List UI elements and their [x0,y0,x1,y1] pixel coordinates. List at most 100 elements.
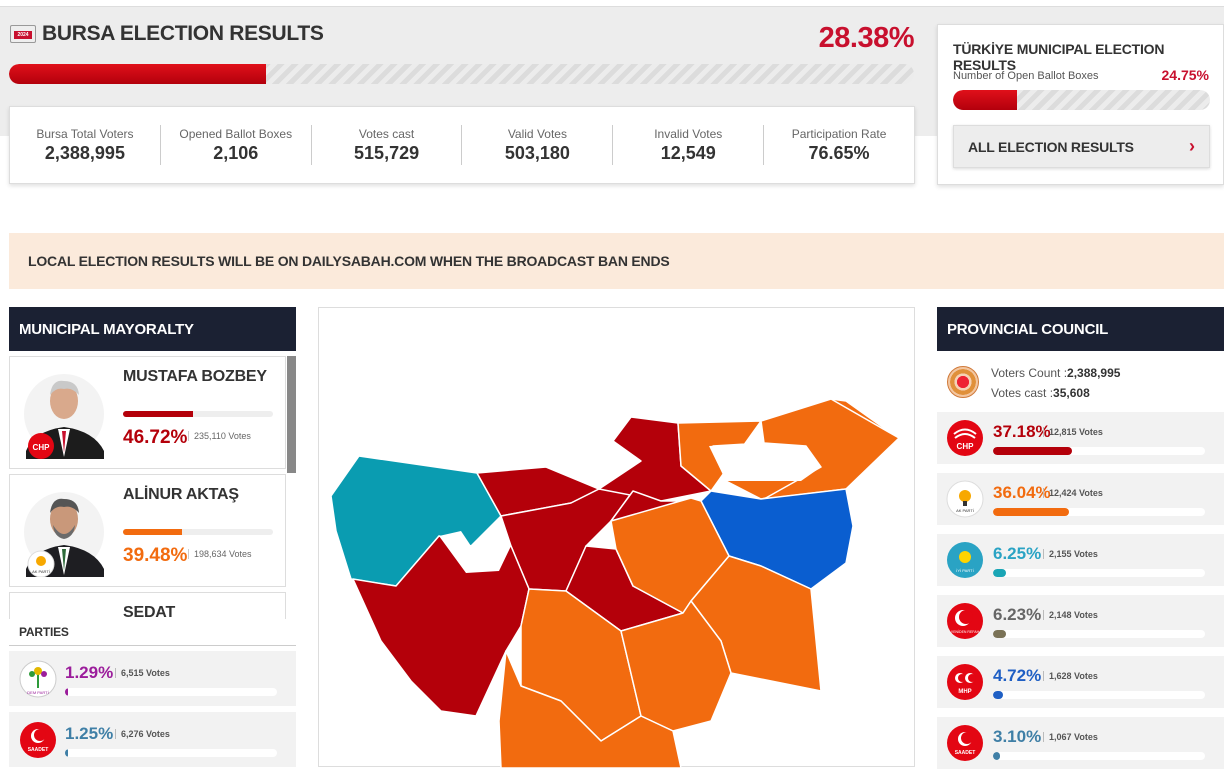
candidate-card[interactable]: CHP MUSTAFA BOZBEY 46.72% 235,110 Votes [9,356,286,469]
stats-panel: Bursa Total Voters 2,388,995 Opened Ballo… [9,106,915,184]
all-results-label: ALL ELECTION RESULTS [968,138,1134,155]
stat-opened-boxes: Opened Ballot Boxes 2,106 [161,125,312,165]
ysk-seal-icon [947,366,979,398]
council-party-row[interactable]: MHP 4.72% 1,628 Votes [937,656,1224,708]
mhp-logo-icon: MHP [947,664,983,700]
stat-value: 2,388,995 [44,142,125,163]
stat-label: Votes cast [358,126,415,141]
iyi-parti-logo-icon: İYİ PARTİ [947,542,983,578]
party-bar [993,630,1205,638]
bursa-progress-bar [9,64,914,84]
candidate-name: ALİNUR AKTAŞ [123,486,239,503]
party-bar-fill [993,508,1070,516]
stat-label: Valid Votes [507,126,567,141]
council-votes-cast: Votes cast :35,608 [991,386,1090,400]
turkiye-title: TÜRKİYE MUNICIPAL ELECTION RESULTS [953,41,1165,73]
party-percent: 37.18% [993,422,1051,441]
candidate-list-scrollbar[interactable] [287,356,296,473]
svg-text:CHP: CHP [33,443,51,452]
party-bar [993,691,1205,699]
party-row[interactable]: SAADET 1.25% 6,276 Votes [9,712,296,767]
party-percent: 3.10% [993,727,1042,746]
candidate-photo-bozbey: CHP [24,374,104,459]
party-bar-fill [993,691,1003,699]
candidate-card[interactable]: SEDAT [9,592,286,619]
bursa-progress-fill [9,64,266,84]
voters-count-label: Voters Count : [991,366,1068,380]
map-district [498,650,682,769]
notice-text: LOCAL ELECTION RESULTS WILL BE ON DAILYS… [28,253,670,269]
party-bar-fill [993,447,1072,455]
stat-participation: Participation Rate 76.65% [764,125,914,165]
candidate-name: MUSTAFA BOZBEY [123,368,267,385]
party-bar-fill [65,749,69,757]
party-bar [65,749,277,757]
ballot-box-icon: 2024 [10,25,36,43]
party-bar [993,508,1205,516]
turkiye-percent: 24.75% [1161,67,1209,83]
stat-value: 515,729 [354,142,420,163]
turkiye-progress-bar [953,90,1210,110]
svg-text:SAADET: SAADET [955,750,976,756]
stat-label: Invalid Votes [654,126,723,141]
chevron-right-icon: › [1189,136,1195,156]
yeniden-refah-logo-icon: YENİDEN REFAH [947,603,983,639]
stat-invalid-votes: Invalid Votes 12,549 [613,125,765,165]
svg-text:MHP: MHP [958,689,971,695]
council-party-row[interactable]: AK PARTİ 36.04% 12,424 Votes [937,473,1224,525]
stat-value: 76.65% [808,142,870,163]
candidate-bar [123,529,273,535]
turkiye-subtitle: Number of Open Ballot Boxes [953,70,1099,82]
stat-total-voters: Bursa Total Voters 2,388,995 [10,125,161,165]
stat-value: 503,180 [504,142,570,163]
stat-valid-votes: Valid Votes 503,180 [462,125,614,165]
party-votes: 1,628 Votes [1043,671,1098,681]
svg-text:İYİ PARTİ: İYİ PARTİ [956,568,973,573]
party-votes: 2,155 Votes [1043,549,1098,559]
party-bar [993,752,1205,760]
votes-cast-label: Votes cast : [991,386,1054,400]
party-bar-fill [993,569,1007,577]
candidate-votes: 235,110 Votes [188,431,251,441]
party-bar [993,569,1205,577]
voters-count-value: 2,388,995 [1067,366,1121,380]
district-map[interactable] [318,307,915,769]
map-hole [439,531,511,573]
party-votes: 6,276 Votes [115,729,170,739]
ak-parti-logo-icon: AK PARTİ [946,480,984,518]
party-row[interactable]: DEM PARTİ 1.29% 6,515 Votes [9,651,296,706]
party-percent: 4.72% [993,666,1042,685]
saadet-logo-icon: SAADET [20,722,56,758]
mayoralty-header: MUNICIPAL MAYORALTY [9,307,296,351]
bursa-percent: 28.38% [818,22,915,54]
turkiye-progress-fill [953,90,1017,110]
council-party-row[interactable]: İYİ PARTİ 6.25% 2,155 Votes [937,534,1224,586]
candidate-name: SEDAT [123,604,176,619]
council-header: PROVINCIAL COUNCIL [937,307,1224,351]
party-percent: 6.23% [993,605,1042,624]
turkiye-results-card: TÜRKİYE MUNICIPAL ELECTION RESULTS Numbe… [937,24,1224,185]
stat-label: Bursa Total Voters [36,126,134,141]
candidate-list[interactable]: CHP MUSTAFA BOZBEY 46.72% 235,110 Votes … [9,354,296,619]
council-party-row[interactable]: CHP 37.18% 12,815 Votes [937,412,1224,464]
stat-votes-cast: Votes cast 515,729 [312,125,463,165]
party-bar-fill [993,630,1007,638]
council-party-row[interactable]: YENİDEN REFAH 6.23% 2,148 Votes [937,595,1224,647]
candidate-percent: 46.72% [123,427,188,448]
parties-divider [9,645,296,646]
header-title-group: 2024 BURSA ELECTION RESULTS [10,22,324,46]
candidate-photo-aktas: AK PARTİ [24,492,104,577]
chp-logo-icon: CHP [947,420,983,456]
votes-cast-value: 35,608 [1053,386,1090,400]
council-party-row[interactable]: SAADET 3.10% 1,067 Votes [937,717,1224,769]
svg-text:DEM PARTİ: DEM PARTİ [27,690,48,695]
candidate-card[interactable]: AK PARTİ ALİNUR AKTAŞ 39.48% 198,634 Vot… [9,474,286,587]
all-election-results-button[interactable]: ALL ELECTION RESULTS › [953,125,1210,168]
council-info: Voters Count :2,388,995 Votes cast :35,6… [937,352,1224,408]
stat-value: 12,549 [660,142,716,163]
party-bar [65,688,277,696]
mayoralty-title: MUNICIPAL MAYORALTY [19,320,194,338]
party-bar-fill [993,752,1000,760]
svg-text:SAADET: SAADET [28,747,49,753]
stat-label: Opened Ballot Boxes [179,126,293,141]
